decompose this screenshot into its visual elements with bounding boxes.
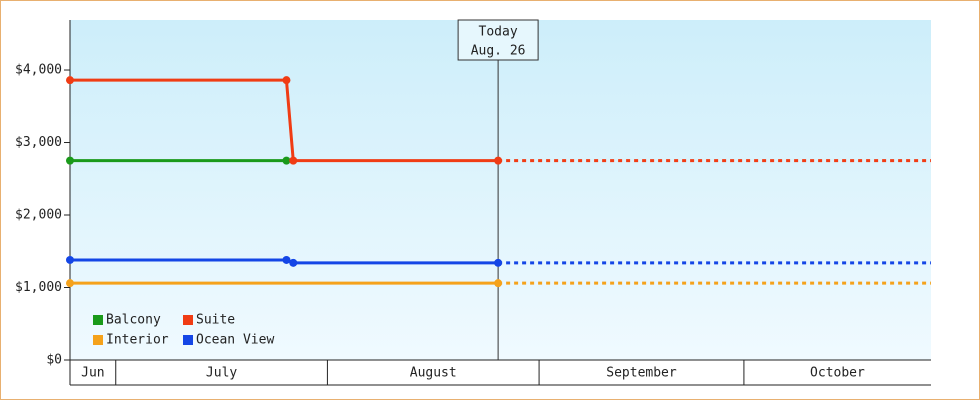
point xyxy=(289,156,298,165)
y-tick-label: $4,000 xyxy=(15,63,62,78)
month-label: September xyxy=(606,366,677,381)
y-tick-label: $1,000 xyxy=(15,280,62,295)
point xyxy=(289,258,298,267)
point xyxy=(282,255,291,264)
month-label: Jun xyxy=(81,366,104,381)
legend-swatch xyxy=(183,315,193,325)
legend-label: Suite xyxy=(196,313,235,328)
point xyxy=(66,279,74,288)
point xyxy=(282,76,291,85)
legend-swatch xyxy=(183,335,193,345)
y-tick-label: $2,000 xyxy=(15,208,62,223)
plot-area xyxy=(70,20,931,360)
point xyxy=(66,76,74,85)
point xyxy=(494,156,503,165)
today-box xyxy=(457,19,539,61)
point xyxy=(494,258,503,267)
point xyxy=(66,156,74,165)
month-label: October xyxy=(810,366,865,381)
legend-swatch xyxy=(93,315,103,325)
legend-label: Ocean View xyxy=(196,333,274,348)
today-label: Aug. 26 xyxy=(471,44,526,59)
legend-swatch xyxy=(93,335,103,345)
y-tick-label: $3,000 xyxy=(15,135,62,150)
legend-label: Interior xyxy=(106,333,169,348)
today-label: Today xyxy=(479,25,518,40)
series-line xyxy=(70,78,499,163)
month-label: August xyxy=(410,366,457,381)
point xyxy=(66,255,74,264)
point xyxy=(494,279,503,288)
y-tick-label: $0 xyxy=(46,353,62,368)
month-label: July xyxy=(206,366,237,381)
legend-label: Balcony xyxy=(106,313,161,328)
point xyxy=(282,156,291,165)
